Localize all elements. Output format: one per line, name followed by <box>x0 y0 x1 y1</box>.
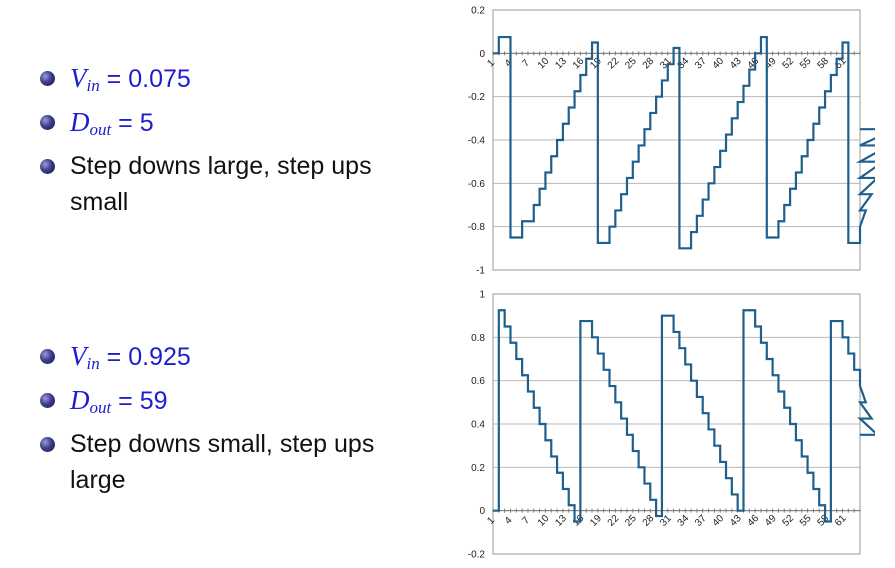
x-tick-label: 1 <box>485 57 497 69</box>
bullet-icon <box>40 159 55 174</box>
x-tick-label: 37 <box>693 513 709 529</box>
vin-value: 0.075 <box>128 65 191 93</box>
bullet-list-bottom: Vin = 0.925 Dout = 59 Step downs small, … <box>40 338 420 498</box>
x-tick-label: 49 <box>763 513 779 529</box>
x-tick-label: 13 <box>553 55 569 71</box>
x-tick-label: 19 <box>588 513 604 529</box>
x-tick-label: 10 <box>536 55 552 71</box>
x-tick-label: 4 <box>503 57 515 69</box>
x-tick-label: 46 <box>746 513 762 529</box>
y-tick-label: 0.8 <box>471 333 485 344</box>
y-tick-label: 0 <box>479 49 485 60</box>
bullet-icon <box>40 115 55 130</box>
x-tick-label: 40 <box>711 55 727 71</box>
x-tick-label: 1 <box>485 515 497 527</box>
x-tick-label: 7 <box>520 57 532 69</box>
y-tick-label: -0.2 <box>468 550 486 561</box>
y-tick-label: 0.2 <box>471 6 485 17</box>
x-tick-label: 40 <box>711 513 727 529</box>
x-tick-label: 13 <box>553 513 569 529</box>
chart-bottom: -0.200.20.40.60.811 4 7 10 13 16 19 22 25 28 31 34 3… <box>468 290 875 561</box>
dout-value: 59 <box>139 387 168 415</box>
series-line <box>493 35 875 250</box>
x-tick-label: 43 <box>728 513 744 529</box>
y-tick-label: -0.8 <box>468 222 486 233</box>
x-tick-label: 28 <box>641 513 657 529</box>
bullet-vin: Vin = 0.075 <box>40 60 420 104</box>
bullet-dout: Dout = 5 <box>40 104 420 148</box>
y-tick-label: 1 <box>479 290 485 301</box>
x-tick-label: 34 <box>676 513 692 529</box>
x-tick-label: 16 <box>571 55 587 71</box>
y-tick-label: 0 <box>479 506 485 517</box>
x-tick-label: 58 <box>815 55 831 71</box>
x-tick-label: 25 <box>623 55 639 71</box>
bullet-icon <box>40 71 55 86</box>
y-tick-label: 0.2 <box>471 463 485 474</box>
x-tick-label: 28 <box>641 55 657 71</box>
x-tick-label: 43 <box>728 55 744 71</box>
y-tick-label: 0.6 <box>471 376 485 387</box>
dout-value: 5 <box>139 109 154 137</box>
x-tick-label: 61 <box>833 513 849 529</box>
vin-value: 0.925 <box>128 343 191 371</box>
x-tick-label: 22 <box>606 55 622 71</box>
x-tick-label: 52 <box>781 513 797 529</box>
x-tick-label: 49 <box>763 55 779 71</box>
dout-expression: Dout = 5 <box>70 107 154 139</box>
bullet-icon <box>40 393 55 408</box>
bullet-icon <box>40 349 55 364</box>
x-tick-label: 7 <box>520 515 532 527</box>
x-tick-label: 4 <box>503 515 515 527</box>
y-tick-label: -0.6 <box>468 179 486 190</box>
x-tick-label: 10 <box>536 513 552 529</box>
y-tick-label: -0.2 <box>468 92 486 103</box>
x-tick-label: 25 <box>623 513 639 529</box>
vin-expression: Vin = 0.075 <box>70 63 191 95</box>
bullet-list-top: Vin = 0.075 Dout = 5 Step downs large, s… <box>40 60 420 220</box>
y-tick-label: -0.4 <box>468 136 486 147</box>
bullet-note: Step downs large, step ups small <box>40 148 420 220</box>
series-line <box>493 309 875 523</box>
x-tick-label: 55 <box>798 55 814 71</box>
bullet-vin: Vin = 0.925 <box>40 338 420 382</box>
dout-expression: Dout = 59 <box>70 385 168 417</box>
plot-frame <box>492 293 861 555</box>
bullet-icon <box>40 437 55 452</box>
y-tick-label: -1 <box>476 266 485 277</box>
x-tick-label: 37 <box>693 55 709 71</box>
chart-top: -1-0.8-0.6-0.4-0.200.21 4 7 10 13 16 19 22 25 28 3… <box>468 6 875 277</box>
y-tick-label: 0.4 <box>471 420 485 431</box>
vin-expression: Vin = 0.925 <box>70 341 191 373</box>
bullet-dout: Dout = 59 <box>40 382 420 426</box>
x-tick-label: 22 <box>606 513 622 529</box>
x-tick-label: 52 <box>781 55 797 71</box>
bullet-note: Step downs small, step ups large <box>40 426 420 498</box>
note-text: Step downs small, step ups large <box>70 430 375 494</box>
x-tick-label: 55 <box>798 513 814 529</box>
plot-frame <box>492 9 861 271</box>
note-text: Step downs large, step ups small <box>70 152 372 216</box>
x-tick-label: 34 <box>676 55 692 71</box>
